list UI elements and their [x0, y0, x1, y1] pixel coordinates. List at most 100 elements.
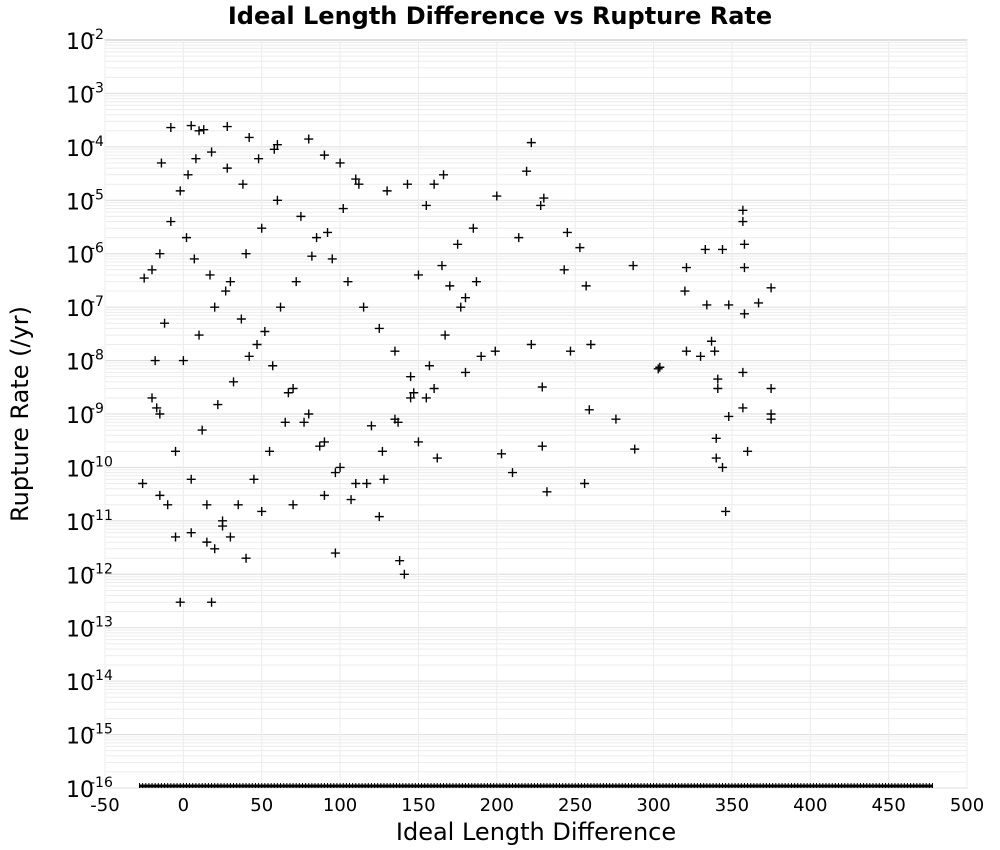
data-point — [362, 479, 372, 489]
data-point — [406, 393, 416, 403]
y-tick-label: 10 — [66, 778, 94, 803]
data-point — [584, 405, 594, 415]
data-point — [413, 437, 423, 447]
y-tick-exponent: -2 — [90, 27, 104, 43]
data-point — [445, 281, 455, 291]
x-tick-label: 150 — [401, 795, 435, 816]
data-point — [288, 500, 298, 510]
y-tick-exponent: -4 — [90, 134, 104, 150]
data-point — [542, 487, 552, 497]
data-point — [580, 479, 590, 489]
data-point — [739, 309, 749, 319]
data-point — [766, 283, 776, 293]
data-point — [721, 506, 731, 516]
data-point — [718, 462, 728, 472]
data-point — [351, 479, 361, 489]
data-point — [432, 453, 442, 463]
data-point — [191, 154, 201, 164]
data-point — [319, 150, 329, 160]
data-point — [152, 403, 162, 413]
data-point — [186, 121, 196, 131]
data-point — [522, 166, 532, 176]
data-point — [147, 393, 157, 403]
data-point — [319, 437, 329, 447]
zero-value-band — [138, 783, 934, 788]
data-point — [155, 249, 165, 259]
data-point — [186, 474, 196, 484]
y-tick-label: 10 — [66, 511, 94, 536]
data-point — [225, 277, 235, 287]
x-tick-label: 350 — [715, 795, 749, 816]
data-point — [150, 356, 160, 366]
data-point — [283, 388, 293, 398]
data-point — [681, 346, 691, 356]
data-point — [586, 339, 596, 349]
data-point — [390, 346, 400, 356]
data-point — [288, 384, 298, 394]
data-point — [476, 351, 486, 361]
data-point — [166, 217, 176, 227]
data-point — [291, 277, 301, 287]
data-point — [354, 179, 364, 189]
data-point — [272, 140, 282, 150]
data-point — [304, 409, 314, 419]
y-tick-label: 10 — [66, 404, 94, 429]
data-point — [581, 281, 591, 291]
y-tick-label: 10 — [66, 564, 94, 589]
y-tick-label: 10 — [66, 725, 94, 750]
data-point — [171, 532, 181, 542]
data-point — [330, 468, 340, 478]
data-point — [338, 204, 348, 214]
y-tick-exponent: -9 — [90, 401, 104, 417]
data-point — [351, 174, 361, 184]
x-tick-label: 0 — [178, 795, 189, 816]
y-tick-exponent: -11 — [90, 508, 113, 524]
data-point — [377, 446, 387, 456]
data-point — [194, 126, 204, 136]
data-point — [218, 521, 228, 531]
x-tick-label: 450 — [871, 795, 905, 816]
data-point — [492, 191, 502, 201]
data-point — [628, 261, 638, 271]
data-point — [244, 132, 254, 142]
data-point — [539, 193, 549, 203]
y-tick-label: 10 — [66, 83, 94, 108]
data-point — [439, 170, 449, 180]
y-tick-exponent: -14 — [90, 668, 113, 684]
data-point — [536, 200, 546, 210]
data-point — [456, 302, 466, 312]
data-point — [700, 244, 710, 254]
data-point — [244, 351, 254, 361]
data-point — [202, 500, 212, 510]
y-tick-label: 10 — [66, 190, 94, 215]
data-point — [241, 553, 251, 563]
data-point — [233, 500, 243, 510]
data-point — [210, 544, 220, 554]
data-point — [497, 449, 507, 459]
data-point — [335, 462, 345, 472]
data-point — [724, 411, 734, 421]
data-point — [319, 490, 329, 500]
data-point — [738, 205, 748, 215]
y-tick-label: 10 — [66, 30, 94, 55]
data-point — [175, 597, 185, 607]
data-point — [160, 318, 170, 328]
data-points — [138, 121, 776, 607]
data-point — [413, 270, 423, 280]
data-point — [429, 384, 439, 394]
data-point — [468, 223, 478, 233]
data-point — [562, 227, 572, 237]
x-tick-label: 100 — [323, 795, 357, 816]
data-point — [257, 506, 267, 516]
y-tick-labels: 10-210-310-410-510-610-710-810-910-1010-… — [66, 27, 113, 803]
data-point — [178, 356, 188, 366]
data-point — [766, 384, 776, 394]
data-point — [323, 227, 333, 237]
data-point — [421, 200, 431, 210]
data-point — [374, 323, 384, 333]
data-point — [653, 364, 663, 374]
data-point — [155, 409, 165, 419]
data-point — [680, 286, 690, 296]
data-point — [257, 223, 267, 233]
